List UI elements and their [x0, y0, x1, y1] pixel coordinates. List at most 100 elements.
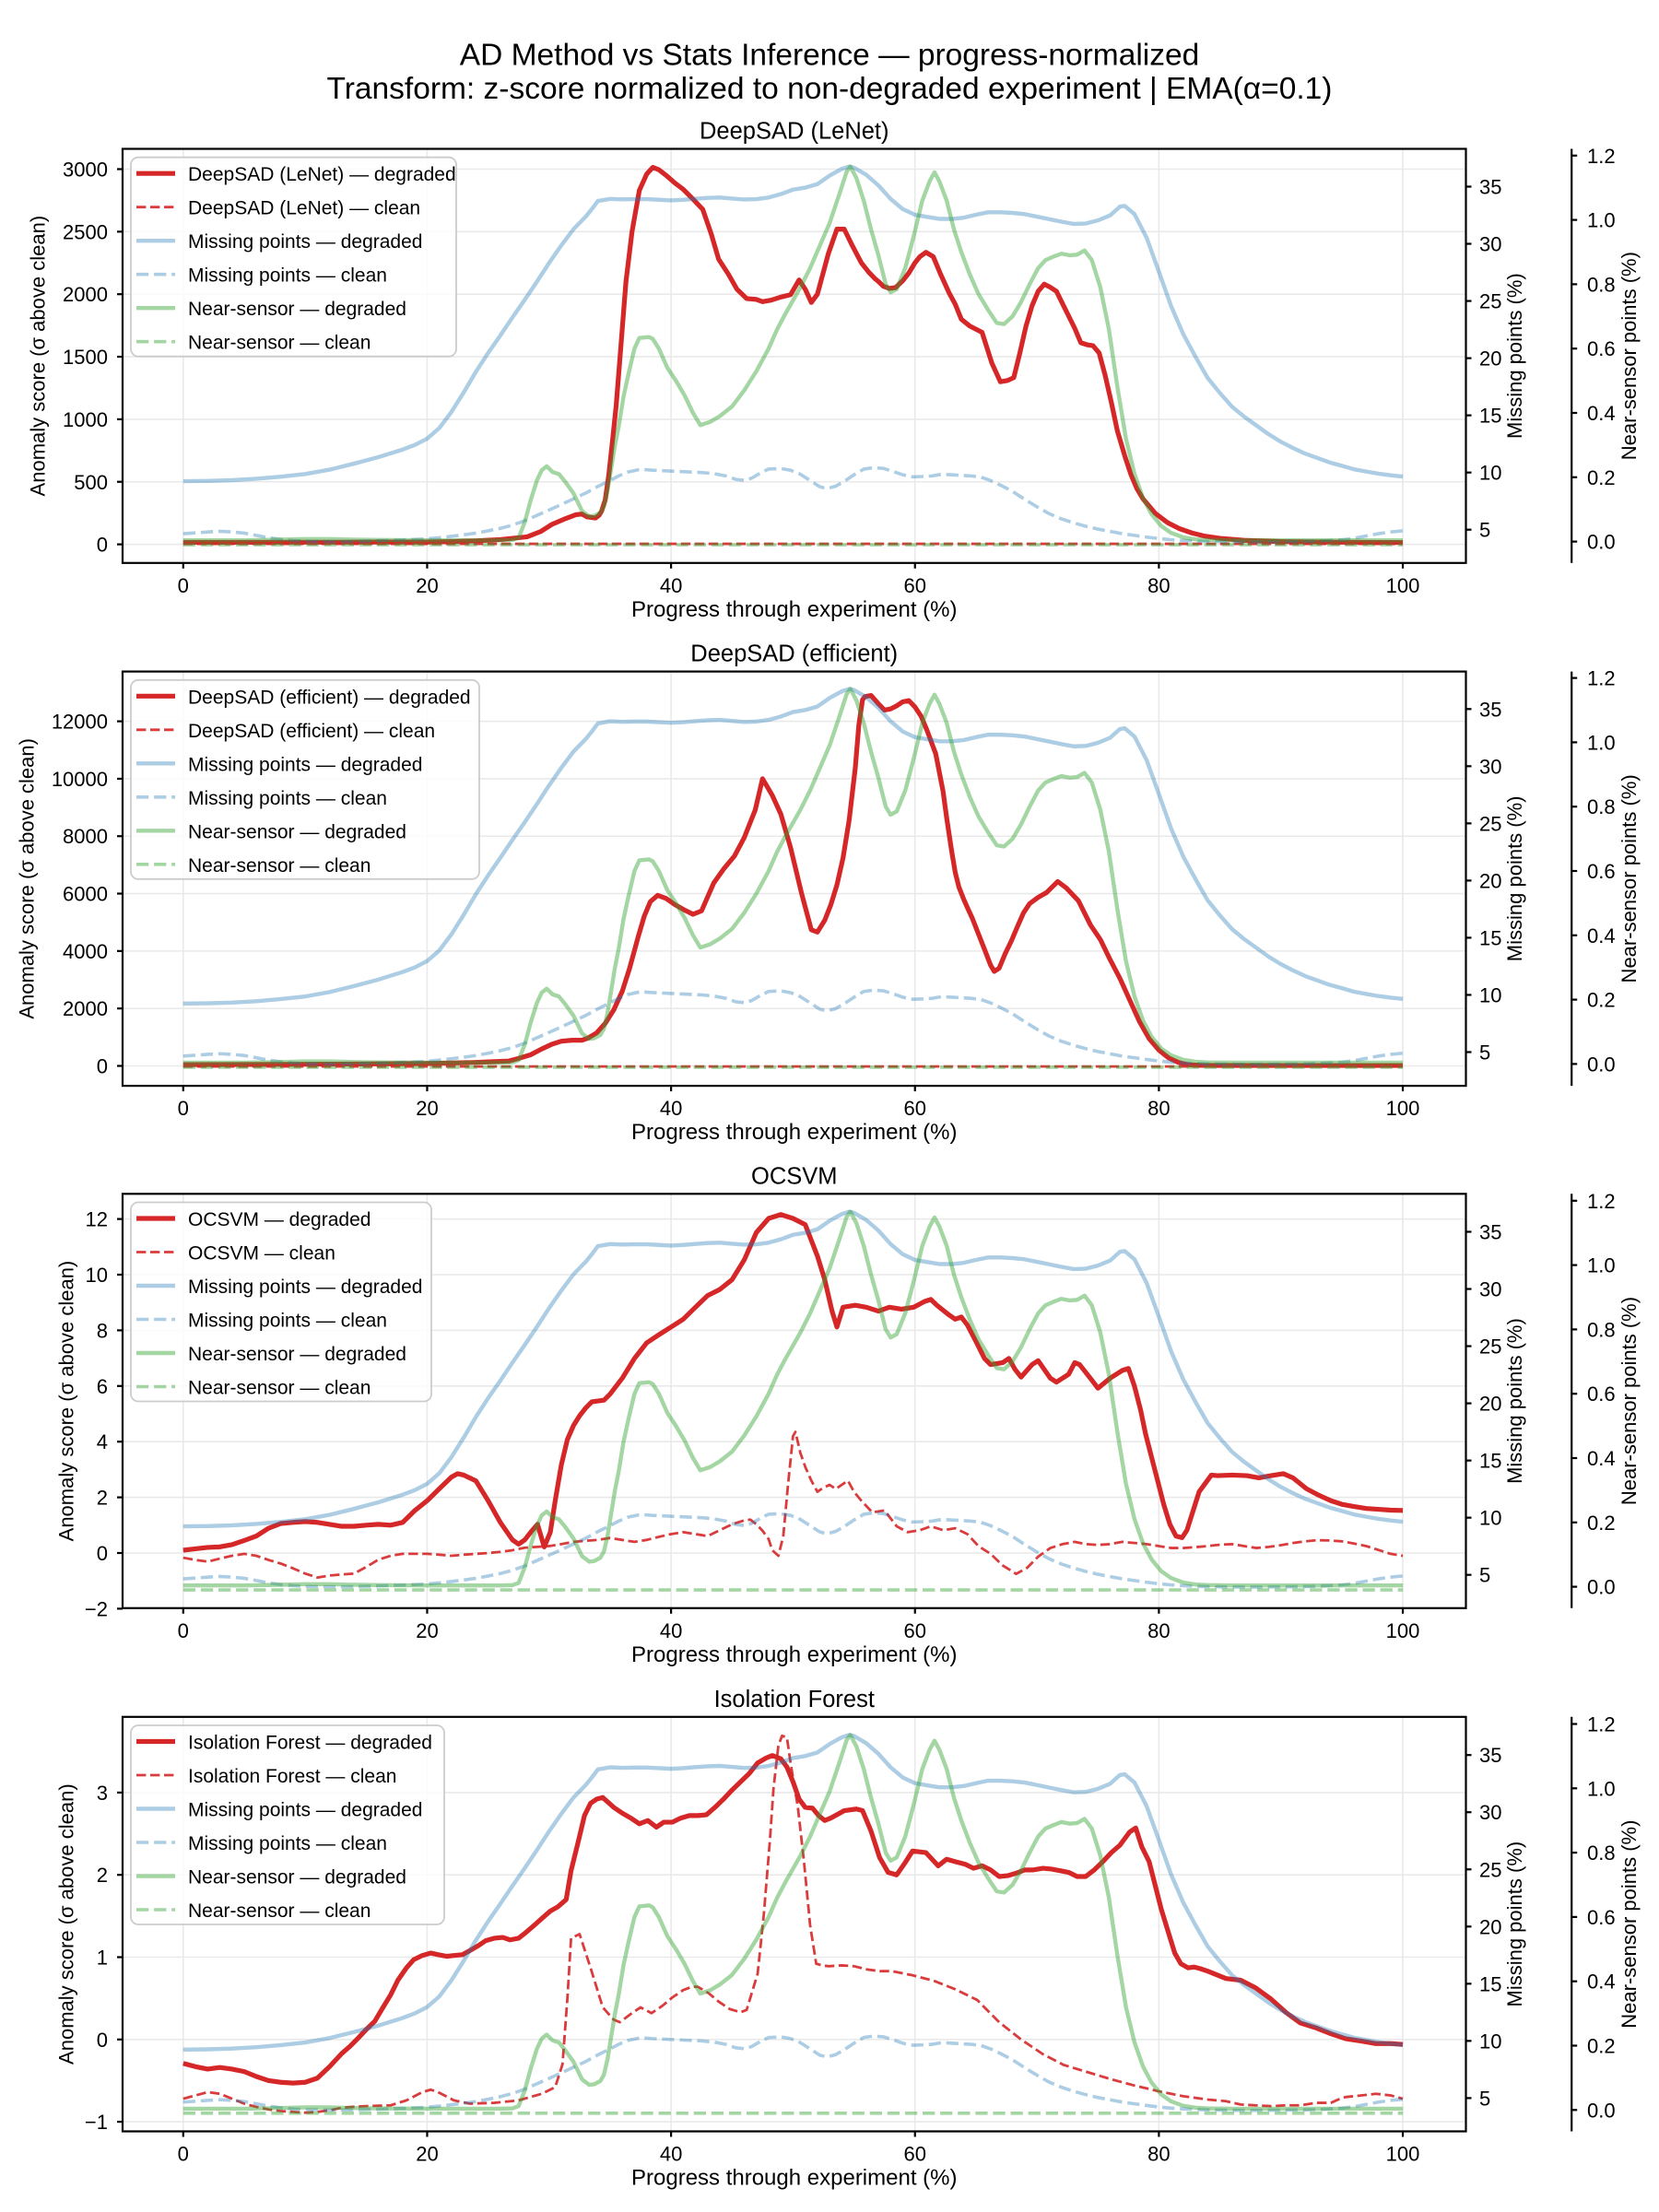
svg-text:80: 80: [1147, 1097, 1170, 1120]
svg-text:Missing points — degraded: Missing points — degraded: [188, 754, 422, 775]
svg-text:20: 20: [1479, 1393, 1501, 1416]
svg-text:0: 0: [97, 534, 108, 557]
svg-text:25: 25: [1479, 1858, 1501, 1881]
svg-text:0.4: 0.4: [1587, 1447, 1616, 1470]
svg-text:Near-sensor — clean: Near-sensor — clean: [188, 333, 371, 354]
svg-text:Near-sensor — degraded: Near-sensor — degraded: [188, 1344, 406, 1365]
svg-text:1500: 1500: [63, 346, 108, 369]
svg-text:40: 40: [660, 574, 682, 597]
svg-text:2: 2: [97, 1864, 108, 1887]
svg-text:60: 60: [903, 574, 925, 597]
svg-text:Isolation Forest — clean: Isolation Forest — clean: [188, 1766, 396, 1787]
svg-text:25: 25: [1479, 1335, 1501, 1359]
svg-text:0.6: 0.6: [1587, 1906, 1616, 1929]
svg-text:0.2: 0.2: [1587, 989, 1616, 1012]
svg-text:DeepSAD (efficient) — degraded: DeepSAD (efficient) — degraded: [188, 687, 471, 708]
svg-text:5: 5: [1479, 1041, 1490, 1065]
svg-text:Near-sensor points (%): Near-sensor points (%): [1618, 774, 1641, 982]
svg-text:35: 35: [1479, 698, 1501, 721]
svg-text:0: 0: [178, 574, 189, 597]
svg-text:0: 0: [97, 2029, 108, 2052]
svg-text:DeepSAD (LeNet) — clean: DeepSAD (LeNet) — clean: [188, 198, 420, 219]
svg-text:15: 15: [1479, 1450, 1501, 1473]
svg-text:0.0: 0.0: [1587, 1576, 1616, 1599]
svg-text:80: 80: [1147, 1619, 1170, 1642]
svg-text:10: 10: [1479, 983, 1501, 1006]
svg-text:35: 35: [1479, 1220, 1501, 1243]
svg-text:Anomaly score (σ above clean): Anomaly score (σ above clean): [54, 1783, 77, 2065]
svg-text:0.8: 0.8: [1587, 273, 1616, 296]
svg-text:40: 40: [660, 1097, 682, 1120]
svg-text:30: 30: [1479, 1801, 1501, 1824]
svg-text:Missing points — degraded: Missing points — degraded: [188, 231, 422, 253]
svg-text:0.8: 0.8: [1587, 795, 1616, 818]
svg-text:1.2: 1.2: [1587, 1190, 1616, 1213]
svg-text:1.0: 1.0: [1587, 731, 1616, 754]
svg-text:0.0: 0.0: [1587, 2099, 1616, 2122]
svg-text:Anomaly score (σ above clean): Anomaly score (σ above clean): [54, 1261, 77, 1542]
svg-text:4000: 4000: [63, 940, 108, 963]
svg-text:Missing points — degraded: Missing points — degraded: [188, 1277, 422, 1298]
svg-text:OCSVM — degraded: OCSVM — degraded: [188, 1209, 371, 1230]
svg-text:Near-sensor — clean: Near-sensor — clean: [188, 1378, 371, 1399]
svg-text:Near-sensor points (%): Near-sensor points (%): [1618, 1820, 1641, 2029]
svg-text:DeepSAD (LeNet): DeepSAD (LeNet): [700, 119, 889, 145]
svg-text:OCSVM — clean: OCSVM — clean: [188, 1243, 335, 1265]
svg-text:Anomaly score (σ above clean): Anomaly score (σ above clean): [27, 216, 50, 497]
svg-text:Near-sensor — clean: Near-sensor — clean: [188, 1900, 371, 1922]
svg-text:2000: 2000: [63, 997, 108, 1020]
svg-text:Missing points (%): Missing points (%): [1503, 1841, 1526, 2007]
svg-text:0.2: 0.2: [1587, 1512, 1616, 1535]
svg-text:6: 6: [97, 1375, 108, 1398]
svg-text:20: 20: [416, 1097, 438, 1120]
svg-text:40: 40: [660, 2143, 682, 2166]
svg-text:Transform: z-score normalized: Transform: z-score normalized to non-deg…: [327, 72, 1333, 106]
svg-text:25: 25: [1479, 812, 1501, 835]
svg-text:0.0: 0.0: [1587, 531, 1616, 554]
svg-text:0: 0: [178, 1097, 189, 1120]
svg-text:AD Method vs Stats Inference —: AD Method vs Stats Inference — progress-…: [460, 39, 1199, 73]
svg-text:100: 100: [1386, 1619, 1420, 1642]
svg-text:20: 20: [1479, 1915, 1501, 1938]
svg-text:0.8: 0.8: [1587, 1841, 1616, 1865]
svg-text:Near-sensor — degraded: Near-sensor — degraded: [188, 821, 406, 842]
svg-text:10: 10: [1479, 462, 1501, 485]
svg-text:10: 10: [1479, 2030, 1501, 2053]
svg-text:Progress through experiment (%: Progress through experiment (%): [631, 1642, 957, 1667]
svg-text:30: 30: [1479, 755, 1501, 778]
svg-text:20: 20: [416, 2143, 438, 2166]
svg-text:20: 20: [1479, 869, 1501, 892]
svg-text:500: 500: [74, 471, 108, 494]
svg-text:Anomaly score (σ above clean): Anomaly score (σ above clean): [16, 738, 39, 1019]
svg-text:6000: 6000: [63, 883, 108, 906]
svg-text:2000: 2000: [63, 283, 108, 306]
svg-text:1.0: 1.0: [1587, 209, 1616, 232]
svg-text:30: 30: [1479, 1278, 1501, 1301]
svg-text:12: 12: [86, 1208, 108, 1231]
svg-text:DeepSAD (LeNet) — degraded: DeepSAD (LeNet) — degraded: [188, 164, 456, 185]
svg-text:15: 15: [1479, 405, 1501, 428]
svg-text:Missing points — clean: Missing points — clean: [188, 265, 387, 287]
svg-text:80: 80: [1147, 574, 1170, 597]
svg-text:0.4: 0.4: [1587, 402, 1616, 425]
svg-text:60: 60: [903, 1619, 925, 1642]
svg-text:Near-sensor — degraded: Near-sensor — degraded: [188, 299, 406, 320]
svg-text:1.2: 1.2: [1587, 145, 1616, 168]
svg-text:15: 15: [1479, 926, 1501, 949]
svg-text:DeepSAD (efficient) — clean: DeepSAD (efficient) — clean: [188, 721, 435, 742]
svg-text:0: 0: [178, 1619, 189, 1642]
svg-text:Near-sensor — degraded: Near-sensor — degraded: [188, 1867, 406, 1888]
svg-text:3000: 3000: [63, 159, 108, 182]
svg-text:0: 0: [178, 2143, 189, 2166]
svg-text:Missing points — clean: Missing points — clean: [188, 1833, 387, 1854]
svg-text:100: 100: [1386, 2143, 1420, 2166]
svg-text:OCSVM: OCSVM: [751, 1163, 838, 1189]
svg-text:5: 5: [1479, 1564, 1490, 1587]
svg-text:12000: 12000: [52, 711, 108, 734]
svg-text:0.2: 0.2: [1587, 2035, 1616, 2058]
svg-text:100: 100: [1386, 1097, 1420, 1120]
svg-text:10000: 10000: [52, 768, 108, 791]
svg-text:35: 35: [1479, 1744, 1501, 1767]
svg-text:Near-sensor points (%): Near-sensor points (%): [1618, 1297, 1641, 1505]
svg-text:0.2: 0.2: [1587, 466, 1616, 489]
